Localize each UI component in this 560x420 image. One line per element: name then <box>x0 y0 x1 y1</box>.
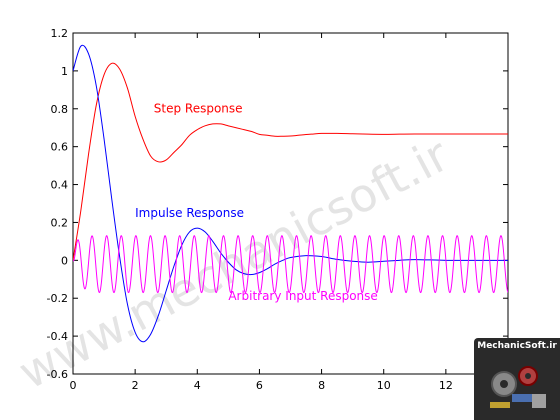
x-tick-label: 0 <box>70 379 77 392</box>
annotation-arbitrary-input-response: Arbitrary Input Response <box>228 289 377 303</box>
series-line-step-response <box>73 62 508 261</box>
annotation-step-response: Step Response <box>154 102 243 116</box>
watermark-layer: www.mechanicsoft.ir <box>10 128 458 400</box>
x-tick-label: 12 <box>439 379 453 392</box>
x-tick-label: 6 <box>256 379 263 392</box>
y-tick-label: 0 <box>61 254 68 267</box>
y-tick-label: -0.6 <box>47 368 68 381</box>
annotation-impulse-response: Impulse Response <box>135 206 244 220</box>
x-tick-label: 10 <box>377 379 391 392</box>
badge-text: MechanicSoft.ir <box>477 341 557 351</box>
badge-gears-icon <box>490 366 546 408</box>
axes-box <box>72 32 509 375</box>
watermark-text: www.mechanicsoft.ir <box>10 128 458 400</box>
x-tick-label: 2 <box>132 379 139 392</box>
x-tick-label: 4 <box>194 379 201 392</box>
series-line-arbitrary-input-response <box>73 235 508 294</box>
site-badge: MechanicSoft.ir <box>474 338 560 420</box>
y-tick-label: 0.8 <box>51 103 69 116</box>
y-tick-label: 0.2 <box>51 216 69 229</box>
x-tick-label: 8 <box>318 379 325 392</box>
y-tick-label: 0.4 <box>51 179 69 192</box>
series-layer <box>73 44 508 343</box>
y-tick-label: -0.4 <box>47 330 68 343</box>
series-line-impulse-response <box>73 44 508 343</box>
annotation-layer: Step Response Impulse Response Arbitrary I… <box>135 102 378 304</box>
y-tick-label: -0.2 <box>47 292 68 305</box>
axes-layer: 02468101214-0.6-0.4-0.200.20.40.60.811.2 <box>47 27 515 392</box>
y-tick-label: 1.2 <box>51 27 69 40</box>
y-tick-label: 1 <box>61 65 68 78</box>
y-tick-label: 0.6 <box>51 141 69 154</box>
